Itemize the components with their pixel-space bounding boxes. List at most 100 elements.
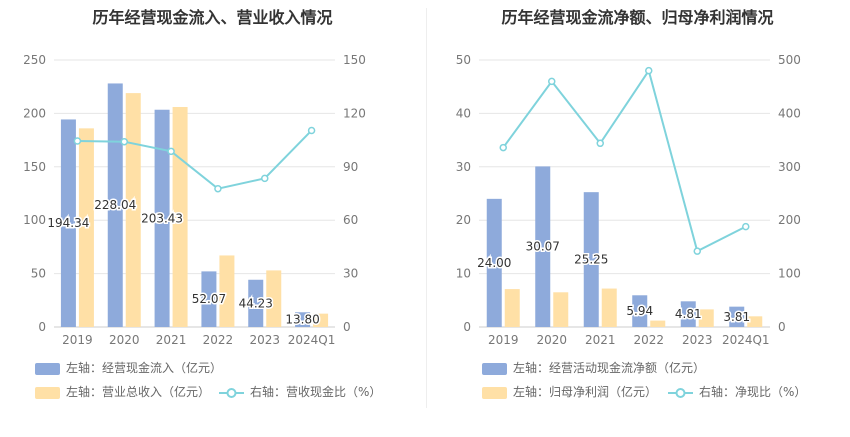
- y-tick-label-right: 500: [778, 53, 801, 67]
- data-label: 194.34: [47, 216, 89, 230]
- bar: [650, 320, 666, 327]
- series-line: [502, 68, 747, 253]
- bar: [60, 119, 76, 327]
- legend-line-icon: [668, 387, 693, 398]
- y-tick-label-right: 150: [343, 53, 366, 67]
- line-point: [645, 66, 653, 75]
- y-tick-label-left: 50: [456, 53, 471, 67]
- x-tick-label: 2019: [488, 333, 519, 347]
- bar: [486, 198, 502, 327]
- y-tick-label-left: 100: [23, 213, 46, 227]
- data-label: 44.23: [239, 296, 273, 310]
- y-tick-label-right: 60: [343, 213, 358, 227]
- y-tick-label-left: 10: [456, 267, 471, 281]
- data-label: 30.07: [526, 240, 560, 254]
- legend-item-net-cash-ratio[interactable]: 右轴：净现比（%）: [668, 383, 806, 400]
- chart-panel-cash-inflow: 历年经营现金流入、营业收入情况 0 0 50 30 100 60 150 90 200 120 25…: [23, 8, 381, 400]
- data-label: 228.04: [94, 198, 136, 212]
- bar: [78, 128, 94, 327]
- data-label: 24.00: [477, 256, 511, 270]
- x-tick-label: 2019: [62, 333, 93, 347]
- line-point: [548, 77, 556, 86]
- y-tick-label-right: 30: [343, 267, 358, 281]
- x-tick-label: 2020: [536, 333, 567, 347]
- bar: [248, 279, 264, 327]
- line-point: [596, 139, 604, 148]
- line-point: [307, 126, 316, 135]
- line-point: [73, 137, 82, 145]
- data-label: 4.81: [675, 307, 702, 321]
- x-tick-label: 2021: [156, 333, 187, 347]
- data-label: 203.43: [141, 211, 183, 225]
- bar: [601, 288, 617, 327]
- chart-canvas: 0 0 50 30 100 60 150 90 200 120 250 150 2019 2020 2021…: [23, 53, 366, 347]
- line-point: [261, 174, 269, 183]
- x-tick-label: 2022: [203, 333, 234, 347]
- legend-item-cash-revenue-ratio[interactable]: 右轴：营收现金比（%）: [219, 383, 381, 400]
- x-tick-label: 2020: [109, 333, 140, 347]
- y-tick-label-left: 30: [456, 160, 471, 174]
- y-tick-label-right: 200: [778, 213, 801, 227]
- data-label: 13.80: [285, 313, 319, 327]
- chart-title: 历年经营现金流入、营业收入情况: [92, 8, 333, 27]
- y-tick-label-right: 300: [778, 160, 801, 174]
- legend-swatch: [482, 362, 507, 375]
- bar: [747, 316, 763, 327]
- legend-label: 右轴：营收现金比（%）: [250, 385, 382, 399]
- y-tick-label-right: 0: [343, 320, 351, 334]
- line-point: [120, 137, 128, 146]
- y-tick-label-left: 40: [456, 106, 471, 120]
- chart-panel-cash-net: 历年经营现金流净额、归母净利润情况 0 0 10 100 20 200 30 300 40 400…: [425, 0, 850, 437]
- bar: [729, 306, 745, 327]
- panel-divider: [426, 8, 427, 408]
- x-tick-label: 2024Q1: [288, 333, 336, 347]
- y-tick-label-left: 150: [23, 160, 46, 174]
- legend-item-revenue[interactable]: 左轴：营业总收入（亿元）: [35, 383, 210, 400]
- legend-line-icon: [219, 387, 244, 398]
- y-tick-label-left: 250: [23, 53, 46, 67]
- x-tick-label: 2023: [249, 333, 280, 347]
- bar: [632, 295, 648, 327]
- chart-canvas: 0 0 10 100 20 200 30 300 40 400 50 500 2019 2020 2021 2…: [456, 53, 801, 347]
- y-tick-label-left: 20: [456, 213, 471, 227]
- data-label: 52.07: [192, 292, 226, 306]
- line-point: [167, 147, 175, 156]
- bar: [125, 93, 141, 327]
- legend-label: 右轴：净现比（%）: [699, 385, 807, 399]
- chart-title: 历年经营现金流净额、归母净利润情况: [501, 8, 774, 27]
- y-tick-label-right: 400: [778, 106, 801, 120]
- bar: [553, 292, 569, 327]
- x-tick-label: 2022: [633, 333, 664, 347]
- bar: [107, 83, 123, 327]
- y-tick-label-right: 120: [343, 106, 366, 120]
- legend-label: 左轴：归母净利润（亿元）: [513, 385, 658, 399]
- y-tick-label-left: 50: [31, 267, 46, 281]
- y-tick-label-left: 200: [23, 106, 46, 120]
- line-point: [742, 222, 750, 231]
- bar: [219, 255, 235, 327]
- y-tick-label-left: 0: [463, 320, 471, 334]
- legend-label: 左轴：经营现金流入（亿元）: [66, 361, 223, 375]
- series-line: [77, 129, 313, 190]
- legend-label: 左轴：营业总收入（亿元）: [66, 385, 211, 399]
- legend-item-operating-net-cash[interactable]: 左轴：经营活动现金流净额（亿元）: [482, 359, 705, 376]
- y-tick-label-right: 90: [343, 160, 358, 174]
- x-tick-label: 2023: [682, 333, 713, 347]
- legend-swatch: [35, 386, 60, 399]
- bar: [535, 166, 551, 327]
- bar: [154, 109, 170, 328]
- legend-item-cash-inflow[interactable]: 左轴：经营现金流入（亿元）: [35, 359, 222, 376]
- bar: [504, 289, 520, 327]
- x-tick-label: 2024Q1: [722, 333, 770, 347]
- bar: [313, 313, 329, 327]
- x-tick-label: 2021: [585, 333, 616, 347]
- data-label: 3.81: [723, 310, 750, 324]
- bar: [583, 192, 599, 327]
- legend-item-net-profit[interactable]: 左轴：归母净利润（亿元）: [482, 383, 657, 400]
- y-tick-label-left: 0: [38, 320, 46, 334]
- legend-swatch: [35, 362, 60, 375]
- bar: [680, 301, 696, 327]
- line-point: [499, 143, 507, 152]
- legend-swatch: [482, 386, 507, 399]
- data-label: 5.94: [626, 304, 653, 318]
